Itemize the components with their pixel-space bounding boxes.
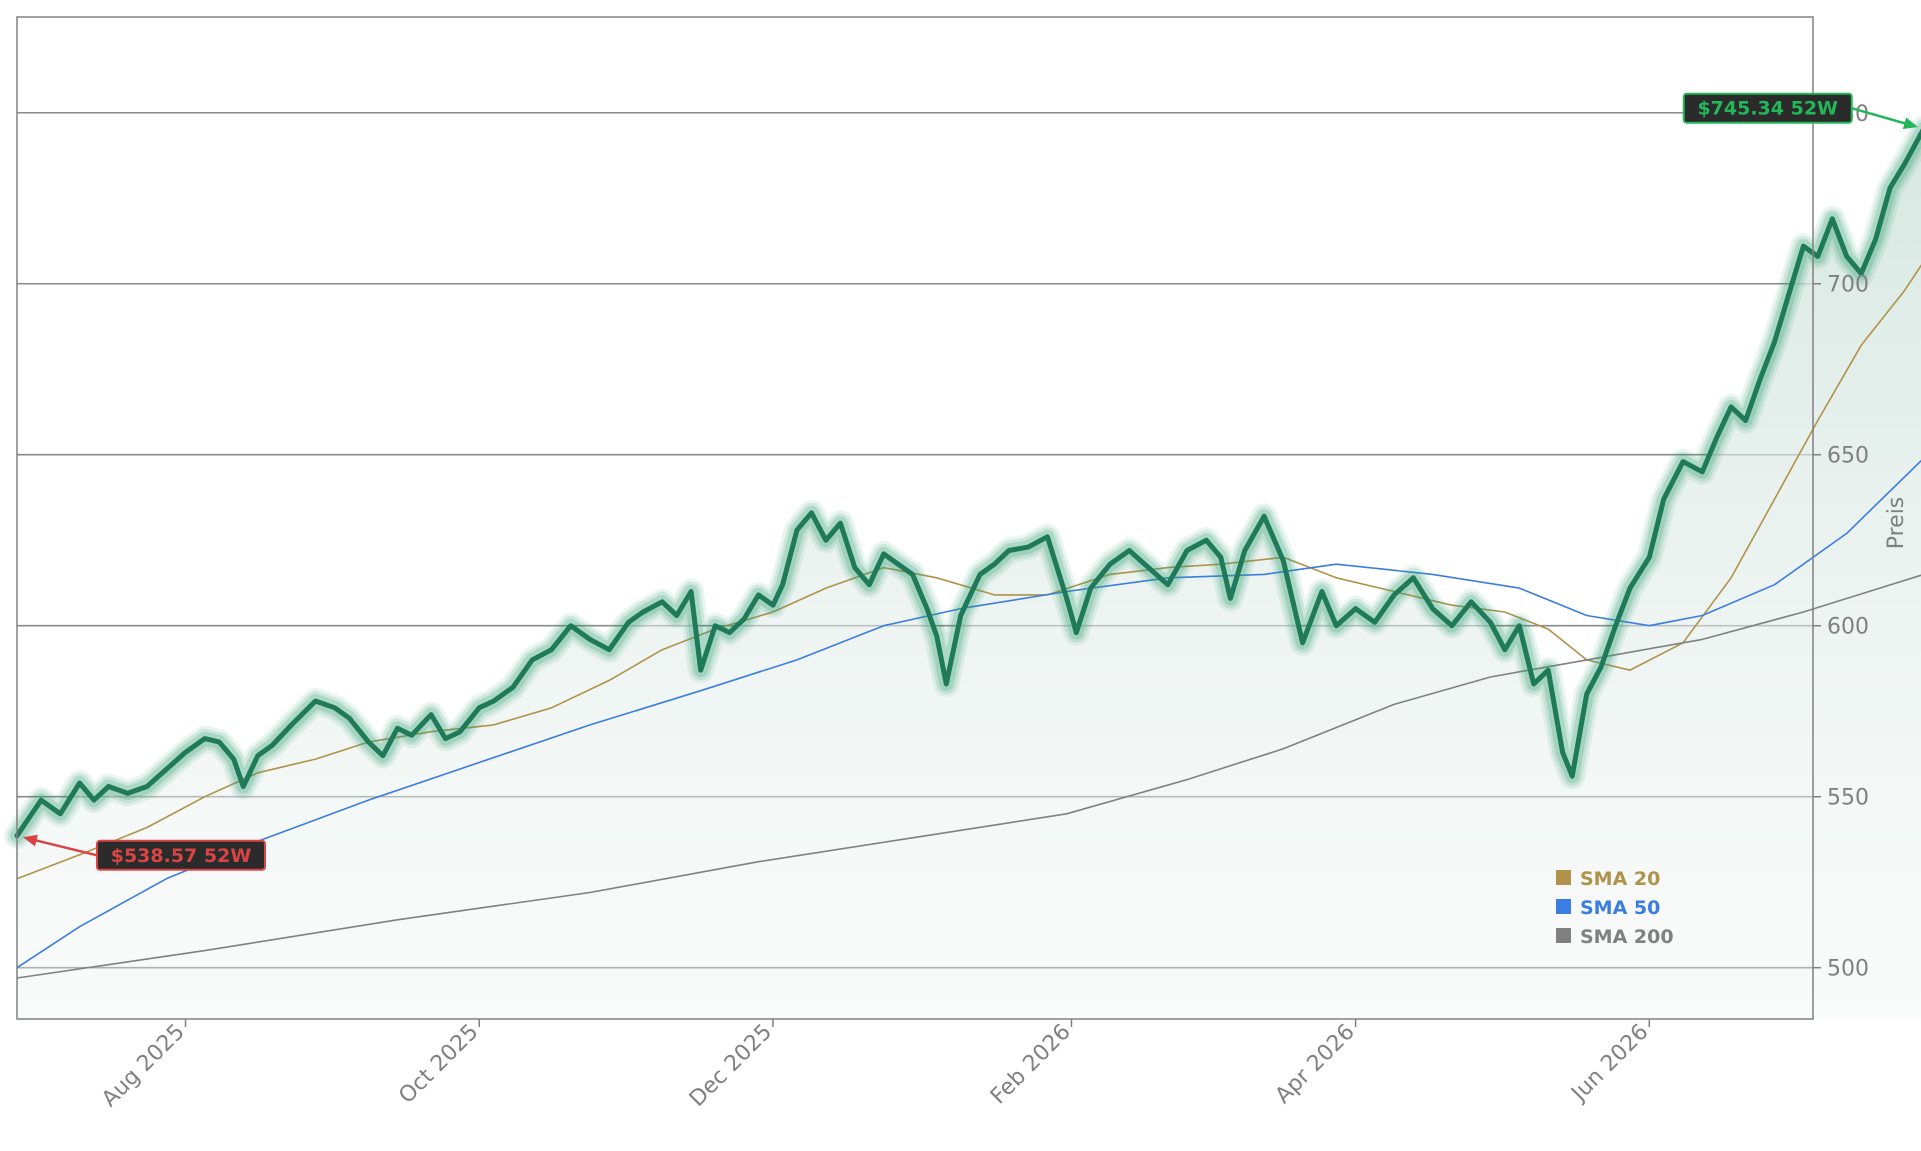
legend: SMA 20 SMA 50 SMA 200 (1556, 868, 1674, 948)
annotation-arrow-head-low (22, 834, 38, 847)
annotation-box-high (1682, 92, 1853, 124)
annotation-layer: $745.34 52W $538.57 52W (22, 92, 1918, 871)
y-axis-label: Preis (1884, 497, 1909, 550)
x-axis: Aug 2025 Oct 2025 Dec 2025 Feb 2026 Apr 2026… (97, 1019, 1654, 1113)
legend-swatch-0 (1556, 870, 1571, 885)
plot-frame (16, 16, 1814, 1020)
annotation-low: $538.57 52W (22, 834, 266, 871)
y-tick-label-600: 600 (1827, 615, 1869, 640)
legend-swatch-1 (1556, 899, 1571, 914)
y-tick-label-500: 500 (1827, 957, 1869, 982)
sma-line-sma-50 (16, 459, 1921, 969)
legend-label-0: SMA 20 (1580, 868, 1660, 890)
area-layer (17, 133, 1921, 1019)
annotation-arrow-line-high (1851, 106, 1909, 126)
sma-line-sma-20 (16, 264, 1921, 880)
annotation-box-low (96, 839, 266, 871)
sma-line-sma-200 (16, 574, 1921, 979)
legend-swatch-2 (1556, 928, 1571, 943)
price-area-fill (17, 133, 1921, 1019)
x-tick-label-1: Oct 2025 (394, 1020, 483, 1109)
x-tick-label-0: Aug 2025 (97, 1020, 190, 1113)
price-line (14, 128, 1921, 839)
annotation-label-high: $745.34 52W (1697, 98, 1838, 120)
price-layer (4, 116, 1921, 849)
x-tick-label-4: Apr 2026 (1271, 1020, 1360, 1109)
x-tick-label-5: Jun 2026 (1566, 1020, 1654, 1108)
annotation-label-low: $538.57 52W (111, 845, 252, 867)
y-tick-label-550: 550 (1827, 786, 1869, 811)
legend-label-1: SMA 50 (1580, 897, 1660, 919)
annotation-arrow-head-high (1902, 117, 1918, 129)
x-tick-label-2: Dec 2025 (685, 1020, 777, 1112)
y-tick-label-650: 650 (1827, 444, 1869, 469)
y-tick-label-700: 700 (1827, 273, 1869, 298)
x-tick-label-3: Feb 2026 (986, 1020, 1076, 1110)
legend-label-2: SMA 200 (1580, 926, 1674, 948)
sma-layer (16, 264, 1921, 979)
annotation-high: $745.34 52W (1682, 92, 1918, 129)
annotation-arrow-line-low (32, 838, 98, 857)
